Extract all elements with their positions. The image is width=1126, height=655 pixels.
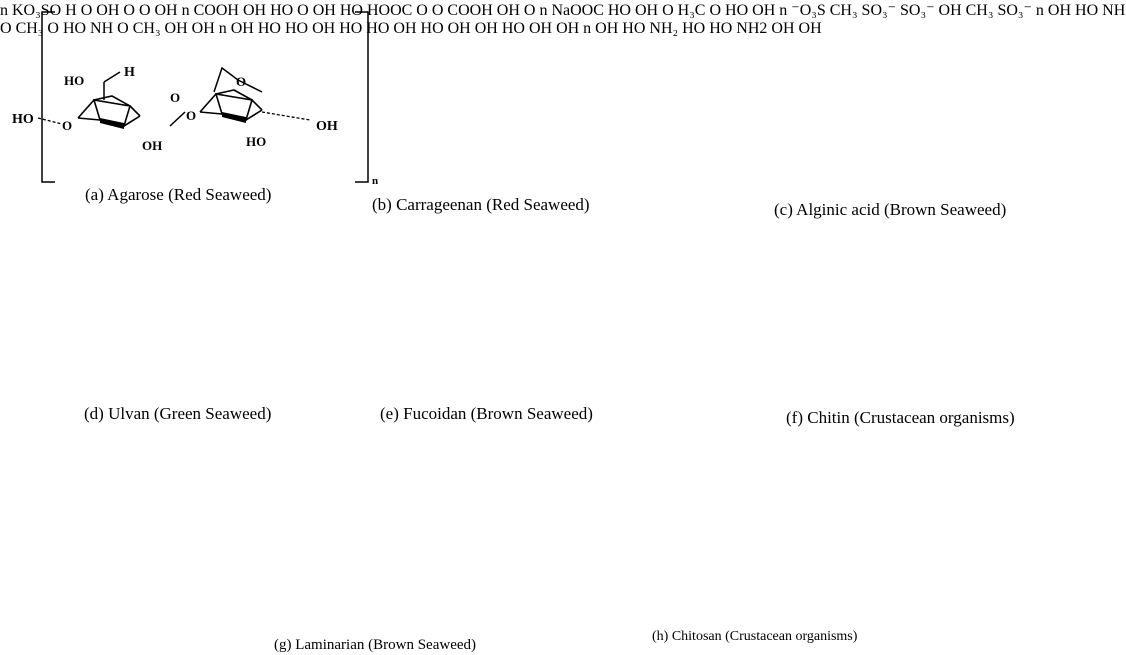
functional-group-label: HO — [246, 134, 266, 149]
functional-group-label: O — [236, 74, 246, 89]
right-bracket: n KO₃SO H O OH O O OH — [0, 2, 178, 19]
functional-group-label: HO — [64, 73, 84, 88]
functional-group-label: O — [170, 90, 180, 105]
functional-group-label: OH — [142, 138, 162, 153]
caption-chitosan: (h) Chitosan (Crustacean organisms) — [652, 629, 858, 644]
agarose-structure: n HO O H HO O OH O O HO OH — [12, 11, 378, 187]
ulvan-structure: n NaOOC HO OH O H₃C O HO OH — [539, 2, 779, 19]
functional-group-label: OH — [316, 119, 338, 134]
caption-carrageenan: (b) Carrageenan (Red Seaweed) — [372, 195, 590, 214]
laminarian-structure: n OH HO HO OH HO HO OH HO OH OH HO OH OH — [219, 20, 583, 37]
alginic-acid-structure: n COOH OH HO O OH HO HOOC O O COOH OH O — [182, 2, 540, 19]
left-bracket: n KO₃SO H O OH O O OH — [0, 2, 182, 19]
left-bracket — [41, 11, 55, 183]
right-bracket: n NaOOC HO OH O H₃C O HO OH — [539, 2, 776, 19]
caption-chitin: (f) Chitin (Crustacean organisms) — [786, 408, 1015, 427]
left-bracket: n COOH OH HO O OH HO HOOC O O COOH OH O — [182, 2, 540, 19]
functional-group-label: H — [124, 65, 135, 80]
left-bracket: n NaOOC HO OH O H₃C O HO OH — [539, 2, 779, 19]
functional-group-label: HO — [12, 112, 34, 127]
caption-ulvan: (d) Ulvan (Green Seaweed) — [84, 404, 272, 423]
functional-group-label: O — [62, 118, 72, 133]
fucoidan-structure: n ⁻O₃S CH₃ SO₃⁻ SO₃⁻ OH CH₃ SO₃⁻ — [779, 2, 1036, 19]
carrageenan-structure: n KO₃SO H O OH O O OH — [0, 2, 182, 19]
caption-fucoidan: (e) Fucoidan (Brown Seaweed) — [380, 404, 593, 423]
right-bracket: n ⁻O₃S CH₃ SO₃⁻ SO₃⁻ OH CH₃ SO₃⁻ — [779, 2, 1032, 19]
right-bracket: n OH HO HO OH HO HO OH HO OH OH HO OH OH — [218, 20, 580, 37]
left-bracket: n ⁻O₃S CH₃ SO₃⁻ SO₃⁻ OH CH₃ SO₃⁻ — [779, 2, 1036, 19]
right-bracket: n OH HO NH₂ HO HO NH2 OH OH — [583, 20, 822, 37]
caption-alginic-acid: (c) Alginic acid (Brown Seaweed) — [774, 200, 1007, 219]
chitin-structure: n OH HO NH O CH₃ O HO NH O CH₃ OH OH — [0, 2, 1125, 37]
caption-laminarian: (g) Laminarian (Brown Seaweed) — [274, 637, 477, 653]
right-bracket: n OH HO NH O CH₃ O HO NH O CH₃ OH OH — [0, 2, 1126, 37]
left-bracket: n OH HO HO OH HO HO OH HO OH OH HO OH OH — [219, 20, 583, 37]
left-bracket: n OH HO NH₂ HO HO NH2 OH OH — [583, 20, 821, 37]
chitosan-structure: n OH HO NH₂ HO HO NH2 OH OH — [583, 20, 821, 37]
caption-agarose: (a) Agarose (Red Seaweed) — [85, 185, 272, 204]
right-bracket: n COOH OH HO O OH HO HOOC O O COOH OH O — [181, 2, 536, 19]
left-bracket: n OH HO NH O CH₃ O HO NH O CH₃ OH OH — [0, 2, 1125, 37]
right-bracket — [355, 11, 369, 183]
functional-group-label: O — [186, 108, 196, 123]
repeat-n: n — [372, 175, 378, 187]
